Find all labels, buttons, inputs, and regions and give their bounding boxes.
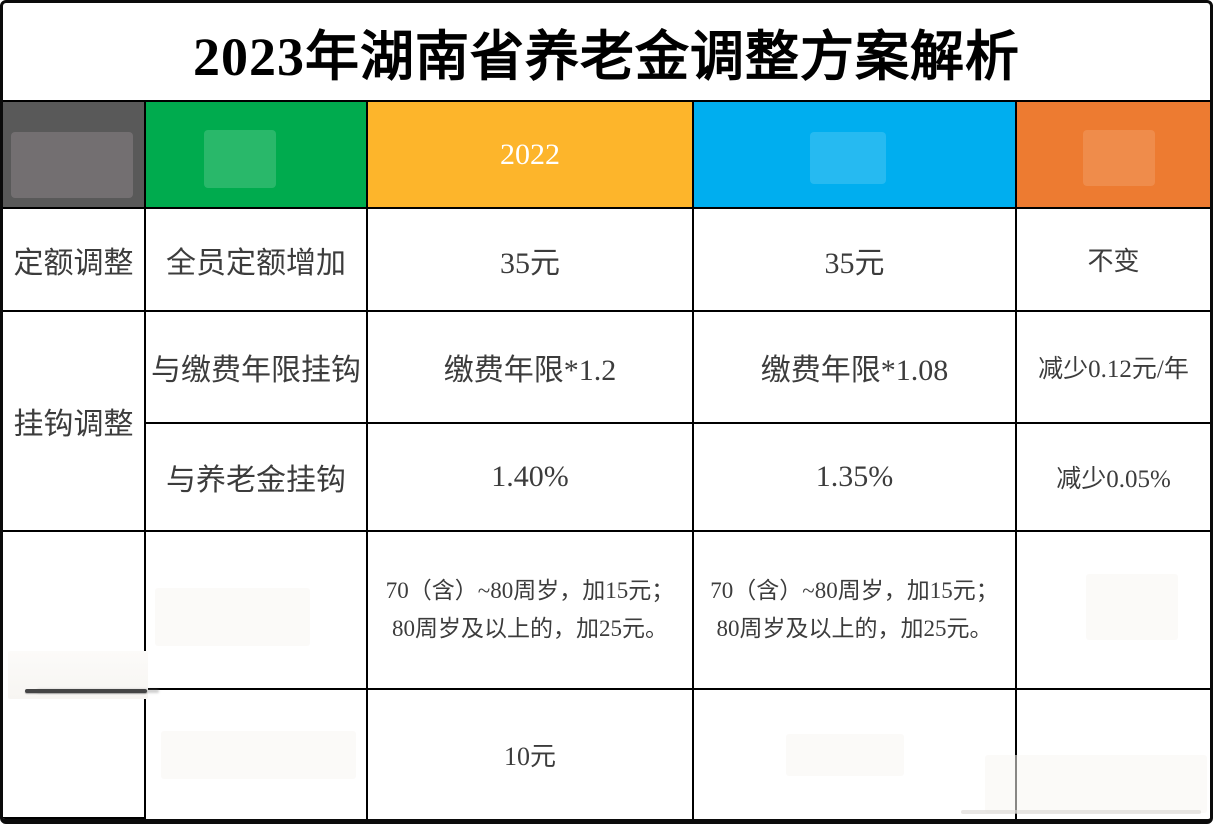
cell-fixed-category: 定额调整 <box>3 209 146 312</box>
header-category-cell <box>3 102 146 209</box>
cell-tilt-2023: 70（含）~80周岁，加15元； 80周岁及以上的，加25元。 <box>694 532 1017 690</box>
title-bar: 2023年湖南省养老金调整方案解析 <box>3 3 1210 100</box>
redaction-blur-patch <box>1083 130 1155 186</box>
pension-table: 2022 定额调整 全员定额增加 35元 35元 不变 挂钩调整 与缴费年限挂钩… <box>3 100 1210 819</box>
redaction-blur-patch <box>204 130 276 188</box>
header-2023-cell <box>694 102 1017 209</box>
cell-pension-change: 减少0.05% <box>1017 424 1210 532</box>
cell-years-2022: 缴费年限*1.2 <box>368 312 694 424</box>
cell-bottom-item <box>146 690 368 819</box>
cell-fixed-change: 不变 <box>1017 209 1210 312</box>
tilt-2022-line1: 70（含）~80周岁，加15元； <box>385 578 675 603</box>
faint-blur-patch <box>985 755 1207 813</box>
tilt-2023-line2: 80周岁及以上的，加25元。 <box>716 616 993 641</box>
faint-streak <box>961 810 1201 814</box>
cell-years-change: 减少0.12元/年 <box>1017 312 1210 424</box>
header-change-cell <box>1017 102 1210 209</box>
faint-blur-patch <box>786 734 904 776</box>
tilt-2022-line2: 80周岁及以上的，加25元。 <box>392 616 668 641</box>
pen-smudge-line <box>25 689 147 693</box>
faint-blur-patch <box>161 731 356 779</box>
header-item-cell <box>146 102 368 209</box>
cell-pension-2023: 1.35% <box>694 424 1017 532</box>
faint-blur-patch <box>155 588 310 646</box>
cell-tilt-change <box>1017 532 1210 690</box>
cell-bottom-2022: 10元 <box>368 690 694 819</box>
cell-tilt-item <box>146 532 368 690</box>
cell-pension-item: 与养老金挂钩 <box>146 424 368 532</box>
cell-fixed-2023: 35元 <box>694 209 1017 312</box>
header-2022-cell: 2022 <box>368 102 694 209</box>
page-title: 2023年湖南省养老金调整方案解析 <box>193 27 1020 87</box>
redaction-blur-patch <box>11 132 133 198</box>
cell-fixed-2022: 35元 <box>368 209 694 312</box>
faint-blur-patch <box>1086 574 1178 640</box>
cell-years-2023: 缴费年限*1.08 <box>694 312 1017 424</box>
cell-pension-2022: 1.40% <box>368 424 694 532</box>
cell-bottom-2023 <box>694 690 1017 819</box>
cell-fixed-item: 全员定额增加 <box>146 209 368 312</box>
tilt-2023-line1: 70（含）~80周岁，加15元； <box>710 578 999 603</box>
header-2022-label: 2022 <box>500 137 560 171</box>
cell-tilt-2022: 70（含）~80周岁，加15元； 80周岁及以上的，加25元。 <box>368 532 694 690</box>
cell-linked-category: 挂钩调整 <box>3 312 146 532</box>
cell-years-item: 与缴费年限挂钩 <box>146 312 368 424</box>
redaction-blur-patch <box>810 132 886 184</box>
